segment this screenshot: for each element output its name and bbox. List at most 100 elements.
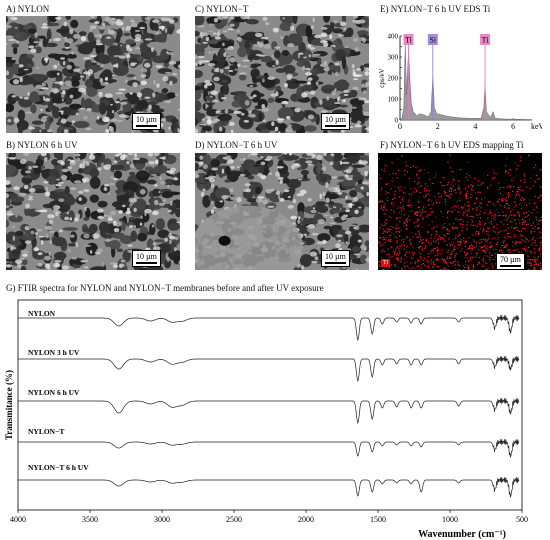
- sem-fiber: [64, 80, 73, 86]
- sem-fiber: [96, 39, 100, 44]
- ti-signal-dot: [522, 235, 524, 237]
- ti-signal-dot: [520, 179, 522, 181]
- ti-signal-dot: [540, 219, 542, 221]
- ti-signal-dot: [429, 178, 431, 180]
- ti-signal-dot: [440, 194, 442, 196]
- ti-signal-dot: [436, 249, 438, 252]
- ti-signal-dot: [407, 265, 409, 267]
- sem-fiber: [58, 198, 65, 203]
- ti-signal-dot: [522, 248, 524, 250]
- sem-fiber: [67, 159, 71, 162]
- sem-pore: [123, 32, 131, 37]
- sem-pore: [70, 79, 80, 87]
- ti-signal-dot: [431, 228, 433, 230]
- sem-pore: [195, 18, 203, 25]
- ti-signal-dot: [467, 201, 469, 203]
- ti-signal-dot: [527, 246, 530, 249]
- sem-fiber: [164, 237, 168, 242]
- ti-signal-dot: [481, 249, 483, 251]
- sem-fiber: [113, 264, 119, 268]
- ti-signal-dot: [429, 244, 431, 246]
- ti-signal-dot: [478, 223, 480, 225]
- ti-signal-dot: [491, 254, 493, 257]
- ti-signal-dot: [540, 194, 542, 196]
- ti-signal-dot: [484, 238, 487, 240]
- ti-signal-dot: [401, 190, 403, 192]
- ti-signal-dot: [426, 216, 428, 218]
- ti-signal-dot: [447, 211, 449, 213]
- panel-d-label: D) NYLON−T 6 h UV: [195, 140, 278, 150]
- sem-fiber: [321, 26, 328, 30]
- ti-signal-dot: [522, 219, 525, 222]
- sem-fiber: [23, 68, 29, 71]
- sem-fiber: [63, 21, 68, 27]
- ti-signal-dot: [437, 238, 439, 240]
- sem-fiber: [119, 114, 127, 118]
- ti-signal-dot: [506, 208, 508, 210]
- ti-signal-dot: [503, 198, 505, 200]
- sem-fiber: [134, 29, 141, 32]
- sem-fiber: [146, 108, 151, 112]
- ti-signal-dot: [506, 193, 509, 195]
- ti-signal-dot: [476, 225, 478, 228]
- ti-signal-dot: [492, 267, 494, 269]
- ti-signal-dot: [533, 261, 535, 263]
- sem-pore: [195, 69, 203, 79]
- ti-signal-dot: [533, 202, 536, 204]
- sem-fiber: [110, 103, 113, 106]
- ti-signal-dot: [506, 233, 508, 235]
- sem-pore: [103, 34, 115, 47]
- ti-signal-dot: [532, 237, 534, 239]
- sem-fiber: [158, 202, 165, 206]
- ti-signal-dot: [478, 262, 480, 265]
- sem-pore: [89, 194, 100, 203]
- ti-signal-dot: [408, 204, 411, 206]
- ti-signal-dot: [457, 211, 460, 213]
- ti-signal-dot: [398, 230, 400, 233]
- sem-fiber: [340, 216, 347, 221]
- sem-fiber: [38, 41, 43, 47]
- ti-signal-dot: [417, 225, 419, 227]
- ti-signal-dot: [532, 266, 534, 268]
- ti-signal-dot: [398, 169, 400, 172]
- sem-fiber: [151, 224, 155, 228]
- ti-signal-dot: [513, 201, 516, 203]
- ti-signal-dot: [494, 216, 496, 219]
- ti-signal-dot: [451, 226, 453, 228]
- ti-signal-dot: [488, 234, 490, 236]
- sem-fiber: [343, 93, 349, 97]
- ftir-series-label: NYLON: [28, 309, 56, 318]
- ti-signal-dot: [444, 203, 446, 205]
- sem-pore: [195, 162, 200, 171]
- ti-signal-dot: [491, 246, 493, 248]
- ti-signal-dot: [539, 195, 541, 197]
- sem-fiber: [8, 38, 17, 42]
- ti-signal-dot: [378, 201, 380, 203]
- sem-fiber: [287, 204, 294, 209]
- ti-signal-dot: [493, 226, 495, 228]
- ti-signal-dot: [515, 204, 517, 206]
- ti-signal-dot: [414, 180, 416, 183]
- ti-signal-dot: [403, 248, 405, 250]
- ti-signal-dot: [427, 193, 429, 195]
- ti-signal-dot: [453, 247, 455, 249]
- ti-signal-dot: [434, 247, 437, 250]
- ti-signal-dot: [507, 248, 510, 251]
- sem-pore: [161, 191, 174, 199]
- ti-signal-dot: [431, 211, 434, 213]
- ftir-series-line: [18, 314, 520, 342]
- ti-signal-dot: [493, 237, 495, 239]
- ti-signal-dot: [507, 227, 509, 229]
- sem-fiber: [58, 229, 63, 233]
- ti-signal-dot: [527, 154, 530, 157]
- ti-signal-dot: [507, 207, 510, 209]
- sem-fiber: [85, 162, 90, 166]
- sem-fiber: [152, 92, 156, 98]
- ti-signal-dot: [503, 187, 505, 189]
- ti-signal-dot: [449, 244, 452, 247]
- sem-pore: [45, 42, 58, 48]
- ti-signal-dot: [409, 188, 411, 190]
- ti-signal-dot: [400, 229, 402, 231]
- sem-fiber: [304, 67, 311, 71]
- ti-signal-dot: [406, 221, 409, 223]
